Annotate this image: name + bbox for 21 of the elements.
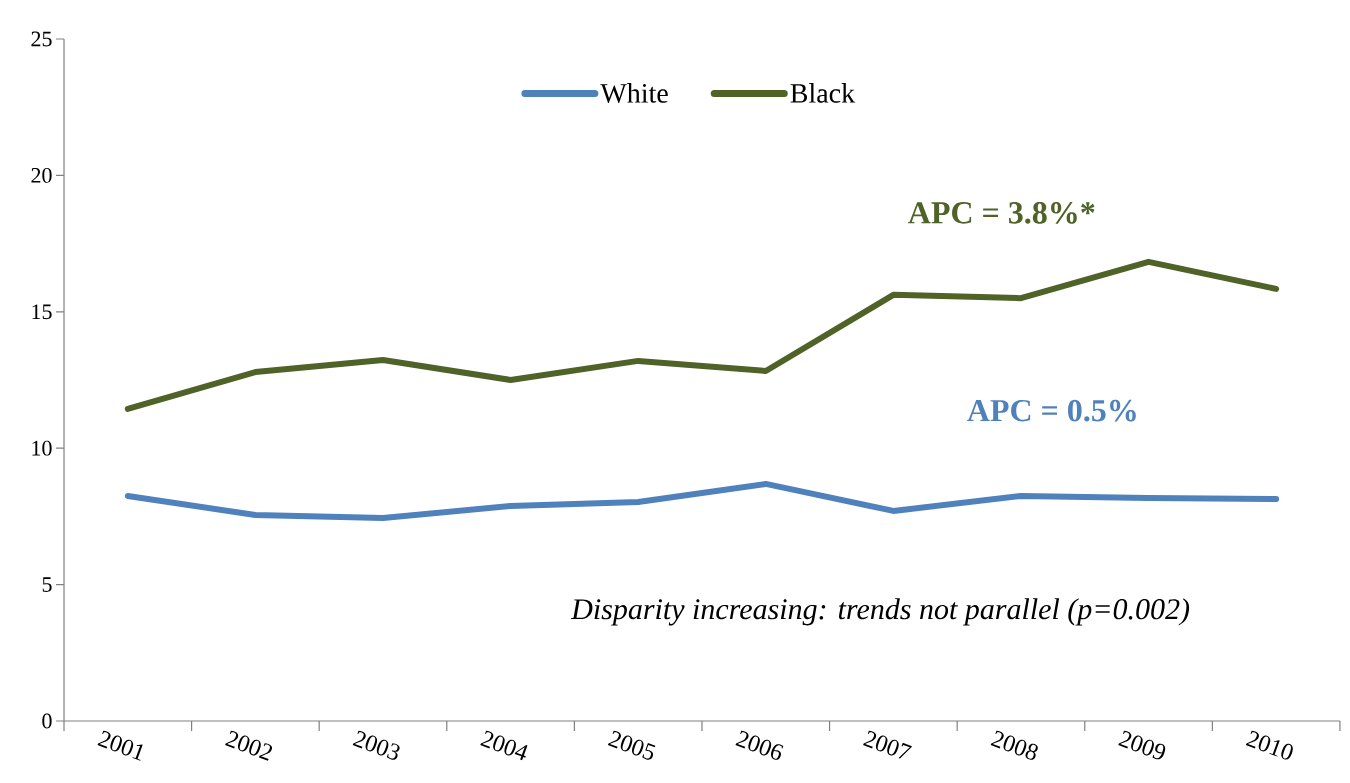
annotation: APC = 3.8%* [908,202,1095,224]
x-tick-label: 2008 [990,730,1038,760]
x-tick-label: 2009 [1118,730,1166,760]
annotation: APC = 0.5% [967,399,1136,422]
y-tick-label: 5 [42,577,52,592]
y-tick-label: 25 [31,31,52,47]
legend-label: White [600,83,668,103]
y-tick-label: 0 [42,713,52,729]
x-tick-label: 2004 [480,730,528,761]
x-tick-label: 2010 [1245,730,1293,760]
legend-label: Black [790,83,856,103]
x-tick-label: 2005 [607,730,656,760]
x-tick-label: 2003 [352,730,400,760]
y-tick-label: 10 [32,440,52,456]
annotation: Disparity increasing: trends not parallel (p=0.002) [570,598,1190,626]
y-tick-label: 15 [32,304,52,320]
x-tick-label: 2006 [735,730,784,760]
y-tick-label: 20 [31,167,52,183]
x-tick-label: 2007 [863,730,912,759]
x-tick-label: 2001 [97,730,143,761]
x-tick-label: 2002 [225,730,273,761]
